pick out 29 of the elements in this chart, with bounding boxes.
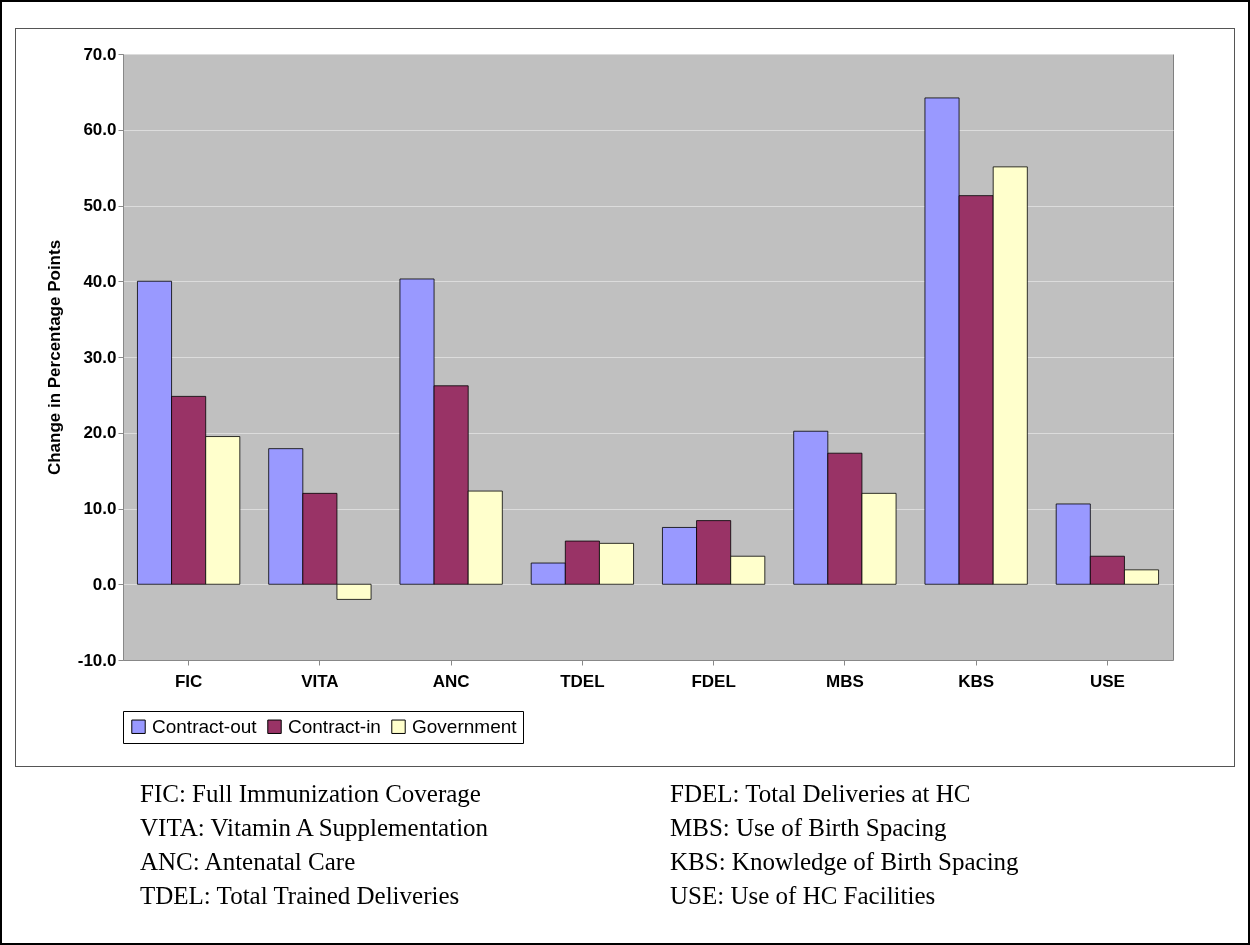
y-tick-label: 30.0 [83, 347, 117, 367]
x-tick-label: TDEL [560, 671, 605, 691]
x-tick-label: FDEL [691, 671, 736, 691]
y-tick-label: 40.0 [83, 271, 117, 291]
legend-label: Government [412, 715, 518, 737]
y-tick-label: 50.0 [83, 196, 117, 215]
y-tick-label: -10.0 [77, 650, 117, 670]
x-tick-label: VITA [301, 671, 339, 691]
y-axis-title: Change in Percentage Points [44, 239, 64, 476]
text: ANC: Antenatal Care [140, 848, 357, 877]
y-tick-label: 20.0 [83, 423, 117, 443]
legend-label: Contract-in [288, 715, 381, 737]
x-tick-label: FIC [174, 671, 203, 691]
y-tick-label: 60.0 [83, 120, 117, 140]
x-tick-label: KBS [958, 671, 995, 691]
y-tick-label: 70.0 [83, 44, 117, 64]
text: FDEL: Total Deliveries at HC [670, 780, 972, 809]
legend-label: Contract-out [152, 715, 258, 737]
text: VITA: Vitamin A Supplementation [140, 814, 490, 843]
x-tick-label: USE [1089, 671, 1125, 691]
y-tick-label: 0.0 [92, 574, 117, 594]
x-tick-label: ANC [432, 671, 470, 691]
text: TDEL: Total Trained Deliveries [140, 882, 461, 911]
text: MBS: Use of Birth Spacing [670, 814, 948, 843]
text: FIC: Full Immunization Coverage [140, 780, 482, 809]
text: USE: Use of HC Facilities [670, 882, 937, 911]
text: KBS: Knowledge of Birth Spacing [670, 848, 1020, 877]
y-tick-label: 10.0 [83, 499, 117, 518]
x-tick-label: MBS [825, 671, 864, 691]
